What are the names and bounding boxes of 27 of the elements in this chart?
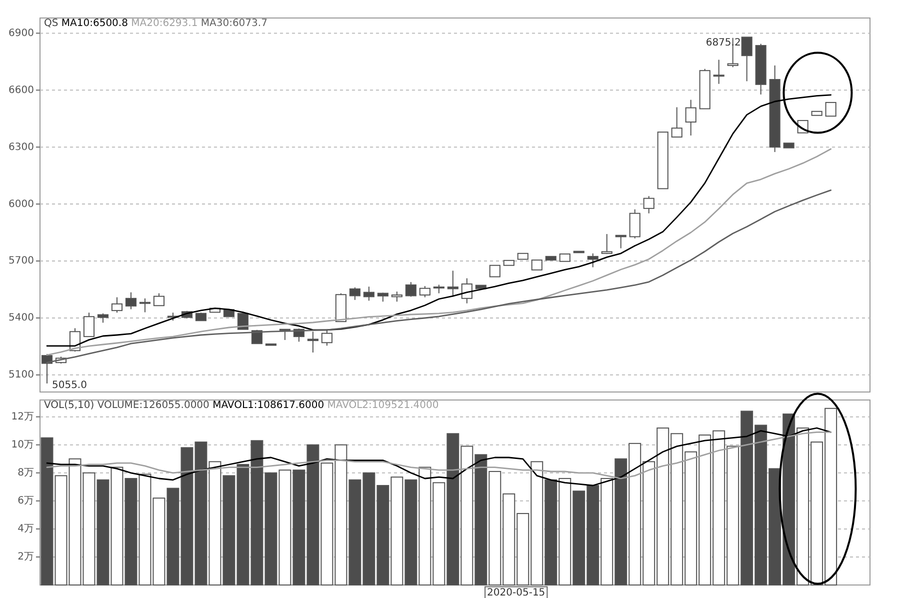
y-tick-label: 6万 bbox=[18, 496, 34, 507]
text: MA20:6293.1 bbox=[131, 18, 201, 30]
annotation: 5055.0 bbox=[52, 380, 87, 392]
y-tick-label: 5700 bbox=[8, 256, 34, 267]
text: MAVOL2:109521.4000 bbox=[327, 400, 439, 412]
y-tick-label: 4万 bbox=[18, 524, 34, 535]
text: MA30:6073.7 bbox=[200, 18, 268, 30]
legend-title: VOL(5,10) bbox=[44, 400, 98, 412]
bar bbox=[40, 437, 54, 586]
text: MAVOL1:108617.6000 bbox=[212, 400, 328, 412]
y-tick-label: 5100 bbox=[8, 370, 34, 381]
text: MA10:6500.8 bbox=[61, 18, 132, 30]
y-tick-label: 2万 bbox=[18, 552, 34, 563]
legend-title: QS bbox=[44, 18, 62, 30]
y-tick-label: 6000 bbox=[8, 198, 34, 210]
bar bbox=[54, 475, 68, 586]
y-tick-label: 6900 bbox=[8, 28, 34, 39]
text: VOLUME:126055.0000 bbox=[97, 400, 213, 412]
y-tick-label: 5400 bbox=[8, 312, 34, 324]
line-series bbox=[46, 427, 832, 486]
y-tick-label: 12万 bbox=[11, 412, 34, 423]
y-tick-label: 6300 bbox=[8, 142, 34, 153]
y-tick-label: 6600 bbox=[8, 84, 34, 96]
line-series bbox=[46, 432, 832, 480]
y-tick-label: 8万 bbox=[18, 468, 34, 479]
text: 2020-05-15 bbox=[487, 588, 546, 598]
y-tick-label: 10万 bbox=[11, 440, 34, 451]
